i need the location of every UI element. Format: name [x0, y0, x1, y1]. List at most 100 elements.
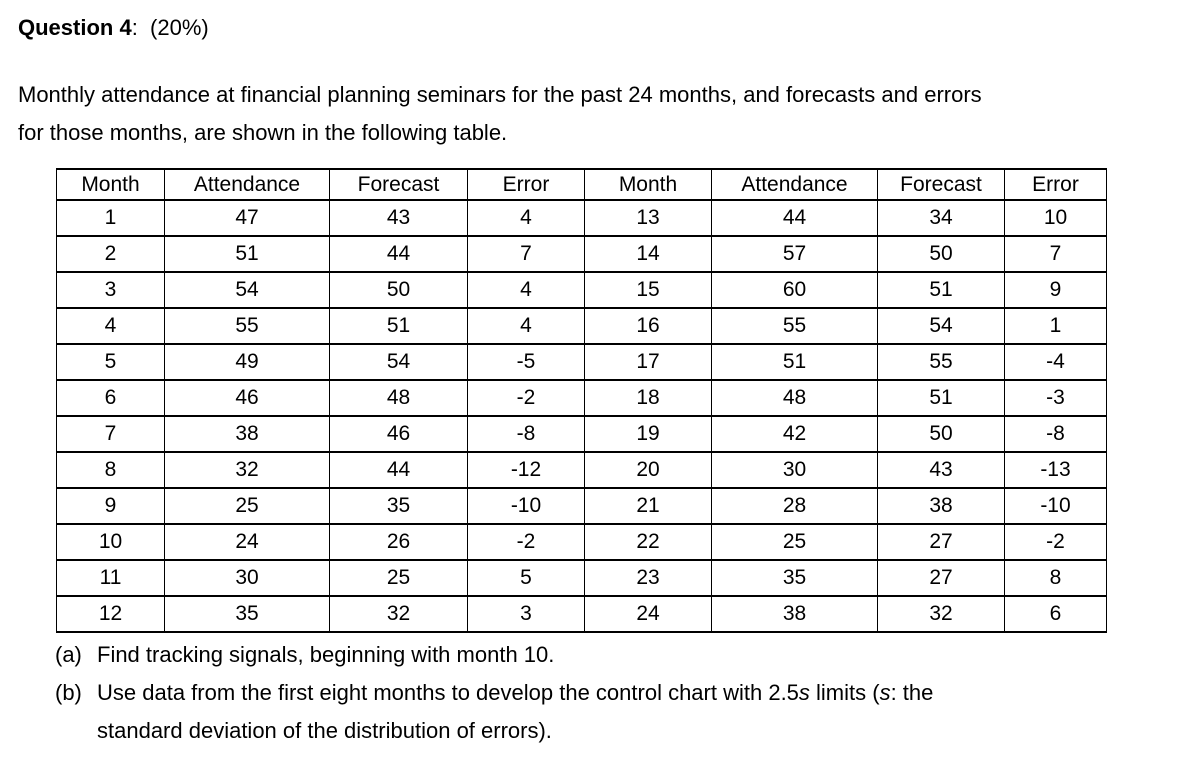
question-part-a: (a) Find tracking signals, beginning wit…	[55, 636, 933, 674]
table-cell: 28	[711, 487, 878, 525]
table-cell: 32	[877, 595, 1005, 633]
intro-paragraph: Monthly attendance at financial planning…	[18, 76, 982, 152]
table-row: 7 38 46 -8 19 42 50 -8	[56, 415, 1107, 453]
table-cell: 22	[584, 523, 712, 561]
table-cell: 12	[56, 595, 165, 633]
table-row: 3 54 50 4 15 60 51 9	[56, 271, 1107, 309]
table-cell: 9	[1004, 271, 1107, 309]
table-cell: 13	[584, 199, 712, 237]
table-header-cell: Attendance	[711, 168, 878, 201]
table-cell: 11	[56, 559, 165, 597]
table-cell: 60	[711, 271, 878, 309]
table-cell: -3	[1004, 379, 1107, 417]
part-b-segment-3: : the	[890, 680, 934, 705]
table-cell: 32	[164, 451, 330, 489]
table-cell: 1	[56, 199, 165, 237]
table-cell: 25	[164, 487, 330, 525]
table-cell: 57	[711, 235, 878, 273]
table-cell: 30	[164, 559, 330, 597]
part-b-segment-2: limits (	[809, 680, 880, 705]
table-cell: -2	[467, 379, 585, 417]
table-cell: 7	[56, 415, 165, 453]
table-row: 9 25 35 -10 21 28 38 -10	[56, 487, 1107, 525]
table-cell: 48	[711, 379, 878, 417]
table-cell: 54	[164, 271, 330, 309]
table-cell: -10	[1004, 487, 1107, 525]
table-cell: 4	[467, 271, 585, 309]
table-cell: 46	[164, 379, 330, 417]
table-cell: 4	[467, 199, 585, 237]
table-row: 6 46 48 -2 18 48 51 -3	[56, 379, 1107, 417]
table-cell: 23	[584, 559, 712, 597]
table-cell: 9	[56, 487, 165, 525]
table-cell: 51	[329, 307, 468, 345]
table-cell: 8	[56, 451, 165, 489]
table-cell: -2	[1004, 523, 1107, 561]
table-cell: 24	[584, 595, 712, 633]
part-b-italic-s-2: s	[879, 680, 891, 705]
table-cell: 18	[584, 379, 712, 417]
table-cell: -13	[1004, 451, 1107, 489]
table-cell: 50	[877, 415, 1005, 453]
table-cell: -8	[1004, 415, 1107, 453]
table-row: 12 35 32 3 24 38 32 6	[56, 595, 1107, 633]
table-cell: 8	[1004, 559, 1107, 597]
table-cell: -4	[1004, 343, 1107, 381]
table-cell: 25	[711, 523, 878, 561]
table-cell: 44	[711, 199, 878, 237]
part-b-text-line-1: Use data from the first eight months to …	[97, 674, 933, 712]
table-cell: 34	[877, 199, 1005, 237]
table-cell: -12	[467, 451, 585, 489]
table-cell: 1	[1004, 307, 1107, 345]
table-row: 11 30 25 5 23 35 27 8	[56, 559, 1107, 597]
table-cell: 44	[329, 235, 468, 273]
table-row: 4 55 51 4 16 55 54 1	[56, 307, 1107, 345]
table-header-cell: Month	[56, 168, 165, 201]
table-header-cell: Error	[467, 168, 585, 201]
part-b-text-line-2: standard deviation of the distribution o…	[97, 718, 552, 743]
table-row: 1 47 43 4 13 44 34 10	[56, 199, 1107, 237]
table-cell: 35	[711, 559, 878, 597]
question-heading-title: Question 4	[18, 15, 132, 40]
part-b-italic-s-1: s	[798, 680, 810, 705]
table-cell: 50	[329, 271, 468, 309]
table-cell: 24	[164, 523, 330, 561]
table-body: 1 47 43 4 13 44 34 10 2 51 44 7 14 57 50 7 3 54 50 4 15 60 51 9…	[56, 199, 1107, 633]
table-cell: 6	[1004, 595, 1107, 633]
table-cell: 15	[584, 271, 712, 309]
table-cell: 27	[877, 523, 1005, 561]
question-part-b-continuation: standard deviation of the distribution o…	[55, 712, 933, 750]
table-cell: 16	[584, 307, 712, 345]
table-cell: 20	[584, 451, 712, 489]
intro-line-1: Monthly attendance at financial planning…	[18, 82, 982, 107]
table-cell: 51	[877, 271, 1005, 309]
table-cell: -2	[467, 523, 585, 561]
question-parts: (a) Find tracking signals, beginning wit…	[55, 636, 933, 750]
table-cell: 54	[329, 343, 468, 381]
table-cell: 27	[877, 559, 1005, 597]
table-cell: 30	[711, 451, 878, 489]
table-cell: -10	[467, 487, 585, 525]
table-cell: 38	[877, 487, 1005, 525]
table-cell: 50	[877, 235, 1005, 273]
part-b-continuation-indent	[55, 712, 97, 750]
table-cell: 10	[1004, 199, 1107, 237]
intro-line-2: for those months, are shown in the follo…	[18, 120, 508, 145]
table-cell: 14	[584, 235, 712, 273]
table-cell: 55	[711, 307, 878, 345]
table-cell: 43	[877, 451, 1005, 489]
question-heading: Question 4: (20%)	[18, 15, 209, 41]
table-cell: 35	[164, 595, 330, 633]
part-b-segment-1: Use data from the first eight months to …	[97, 680, 799, 705]
table-cell: 25	[329, 559, 468, 597]
table-cell: 55	[877, 343, 1005, 381]
table-cell: 5	[467, 559, 585, 597]
table-cell: 44	[329, 451, 468, 489]
table-cell: 19	[584, 415, 712, 453]
table-cell: -5	[467, 343, 585, 381]
table-row: 5 49 54 -5 17 51 55 -4	[56, 343, 1107, 381]
table-cell: 5	[56, 343, 165, 381]
table-cell: -8	[467, 415, 585, 453]
attendance-table: Month Attendance Forecast Error Month Attenda…	[56, 168, 1107, 633]
